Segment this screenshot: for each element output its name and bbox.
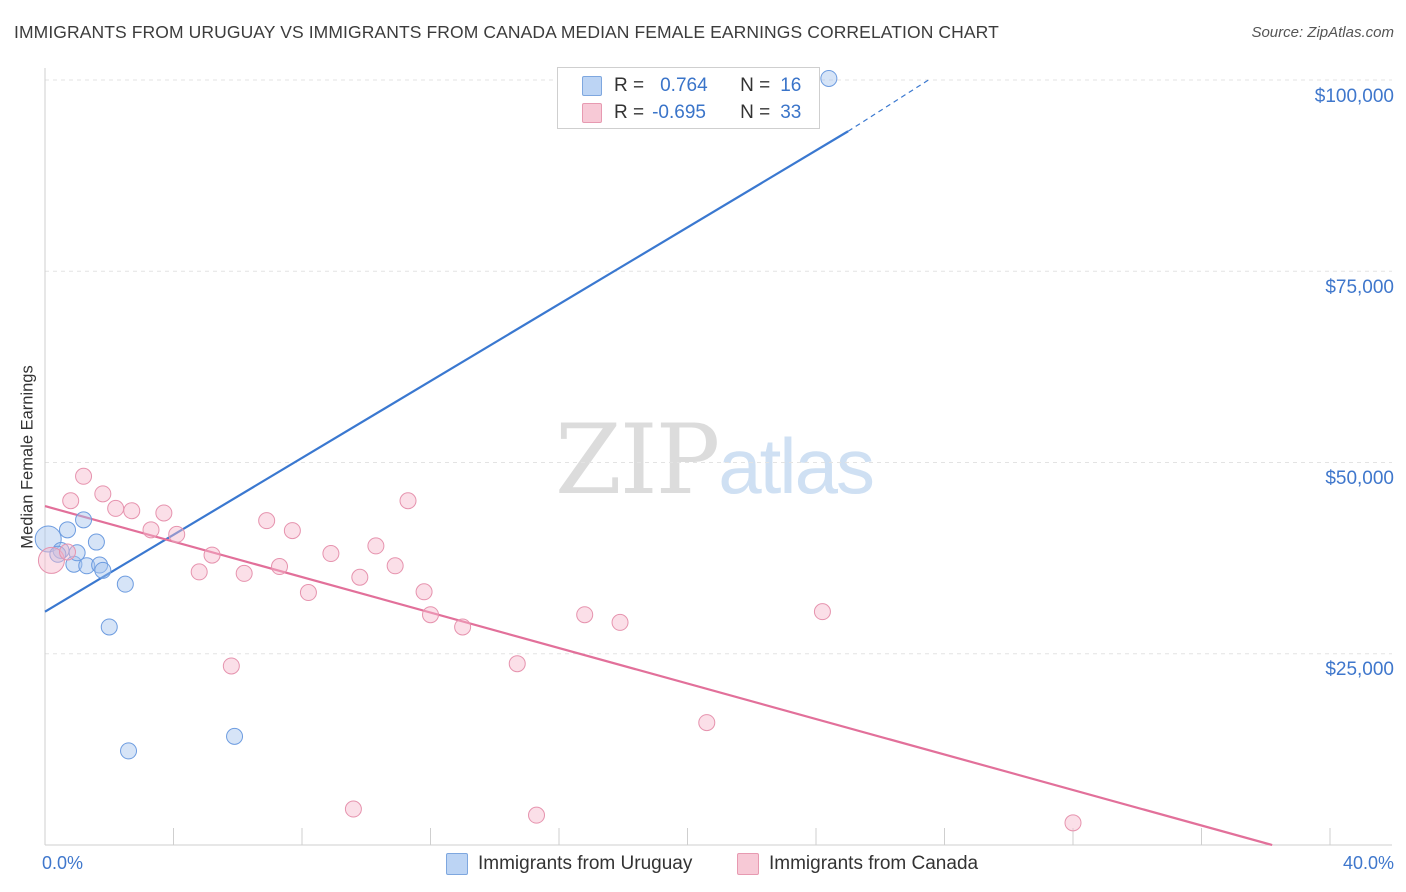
canada-point-31	[698, 714, 716, 732]
canada-point-33	[1064, 814, 1082, 832]
canada-point-26	[454, 618, 472, 636]
canada-point-0	[37, 546, 65, 574]
legend-item-uruguay[interactable]: Immigrants from Uruguay	[446, 851, 692, 877]
canada-point-5	[107, 499, 125, 517]
y-tick-label-100000: $100,000	[1314, 86, 1394, 107]
n-label: N =	[740, 102, 771, 123]
legend-row-canada: R = -0.695 N = 33	[582, 101, 801, 125]
canada-point-4	[94, 485, 112, 503]
y-tick-label-50000: $50,000	[1325, 468, 1394, 489]
r-value-uruguay: 0.764	[660, 75, 708, 96]
canada-point-2	[62, 492, 80, 510]
canada-point-11	[203, 546, 221, 564]
uruguay-point-9	[94, 561, 112, 579]
canada-point-1	[58, 543, 76, 561]
canada-point-10	[190, 563, 208, 581]
uruguay-point-6	[78, 557, 96, 575]
chart-title: IMMIGRANTS FROM URUGUAY VS IMMIGRANTS FR…	[14, 22, 999, 42]
canada-point-18	[322, 545, 340, 563]
r-label: R =	[614, 75, 645, 96]
legend-row-uruguay: R = 0.764 N = 16	[582, 74, 801, 98]
watermark-atlas: atlas	[718, 422, 875, 510]
uruguay-point-10	[116, 575, 134, 593]
uruguay-point-5	[68, 544, 86, 562]
n-value-uruguay: 16	[780, 75, 802, 96]
r-value-canada: -0.695	[652, 102, 706, 123]
canada-point-7	[142, 521, 160, 539]
canada-point-6	[123, 502, 141, 520]
zipatlas-watermark: ZIPatlas	[555, 404, 875, 516]
legend-item-canada[interactable]: Immigrants from Canada	[737, 851, 978, 877]
source-label: Source: ZipAtlas.com	[1251, 24, 1394, 41]
uruguay-point-14	[820, 69, 838, 87]
canada-point-29	[576, 606, 594, 624]
trend-line-canada	[44, 505, 1273, 847]
canada-point-14	[258, 512, 276, 530]
canada-point-3	[75, 467, 93, 485]
canada-point-22	[386, 557, 404, 575]
canada-point-15	[271, 558, 289, 576]
watermark-zip: ZIP	[555, 404, 720, 516]
x-tick-label-min: 0.0%	[42, 853, 84, 873]
legend-swatch-canada	[582, 103, 602, 123]
canada-point-16	[283, 522, 301, 540]
legend-label-uruguay: Immigrants from Uruguay	[478, 853, 693, 874]
canada-point-32	[813, 603, 831, 621]
trend-line-uruguay	[44, 130, 849, 613]
canada-point-30	[611, 613, 629, 631]
canada-point-9	[168, 525, 186, 543]
legend-swatch-uruguay	[446, 853, 468, 875]
canada-point-23	[399, 492, 417, 510]
y-tick-label-25000: $25,000	[1325, 659, 1394, 680]
legend-label-canada: Immigrants from Canada	[769, 853, 979, 874]
n-value-canada: 33	[780, 102, 802, 123]
trend-lines	[44, 79, 1273, 847]
canada-point-21	[367, 537, 385, 555]
canada-point-28	[528, 806, 546, 824]
canada-point-19	[344, 800, 362, 818]
uruguay-point-8	[91, 556, 109, 574]
canada-point-27	[508, 655, 526, 673]
x-tick-label-max: 40.0%	[1342, 853, 1394, 873]
uruguay-point-7	[87, 533, 105, 551]
canada-point-24	[415, 583, 433, 601]
uruguay-point-11	[100, 618, 118, 636]
canada-point-8	[155, 504, 173, 522]
canada-point-12	[222, 657, 240, 675]
y-axis-label: Median Female Earnings	[18, 365, 37, 549]
r-label: R =	[614, 102, 645, 123]
uruguay-point-3	[75, 511, 93, 529]
canada-point-13	[235, 564, 253, 582]
uruguay-point-2	[58, 521, 76, 539]
legend-swatch-canada	[737, 853, 759, 875]
canada-point-20	[351, 568, 369, 586]
trend-line-extension-uruguay	[847, 79, 929, 132]
canada-point-17	[299, 584, 317, 602]
n-label: N =	[740, 75, 771, 96]
correlation-legend: R = 0.764 N = 16 R = -0.695 N = 33	[557, 67, 820, 129]
uruguay-point-13	[226, 727, 244, 745]
uruguay-point-12	[120, 742, 138, 760]
y-tick-label-75000: $75,000	[1325, 277, 1394, 298]
canada-point-25	[422, 606, 439, 624]
legend-swatch-uruguay	[582, 76, 602, 96]
data-points	[34, 69, 1082, 832]
axes	[44, 68, 1392, 846]
